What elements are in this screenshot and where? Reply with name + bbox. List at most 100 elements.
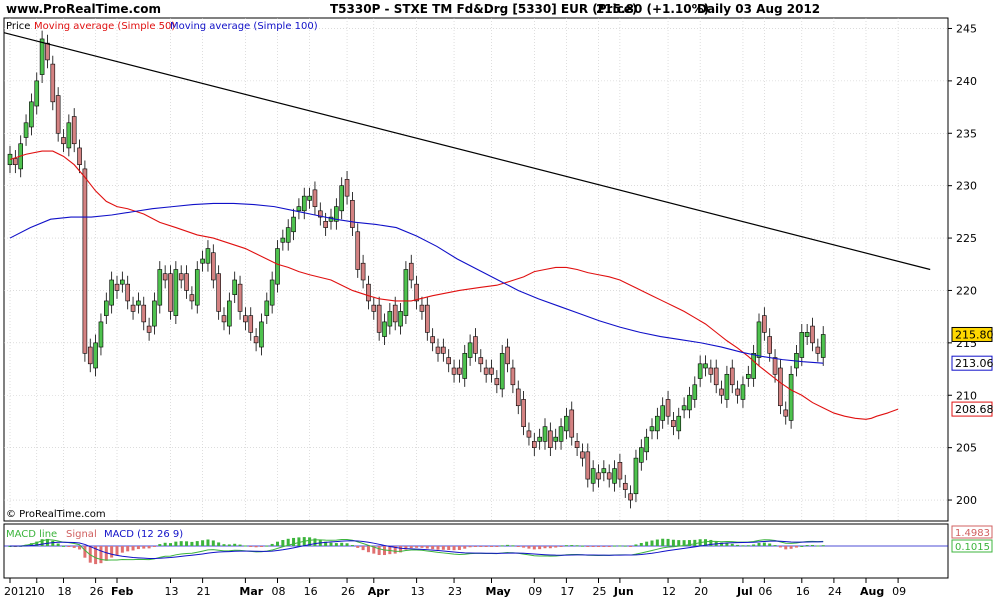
candle xyxy=(173,269,179,316)
macd-histogram-bar xyxy=(736,544,740,546)
chart-title: T5330P - STXE TM Fd&Drg [5330] EUR (Pric… xyxy=(330,2,637,16)
macd-histogram-bar xyxy=(655,539,659,546)
site-name[interactable]: www.ProRealTime.com xyxy=(6,2,161,16)
candle xyxy=(168,273,173,312)
macd-histogram-bar xyxy=(40,539,44,546)
macd-histogram-bar xyxy=(51,540,55,546)
macd-histogram-bar xyxy=(270,543,274,546)
macd-histogram-bar xyxy=(490,546,493,547)
candle xyxy=(810,325,815,344)
macd-histogram-bar xyxy=(211,540,215,546)
candle xyxy=(162,273,168,281)
macd-legend-title: MACD (12 26 9) xyxy=(104,529,183,540)
macd-histogram-bar xyxy=(511,545,515,547)
period-date: Daily 03 Aug 2012 xyxy=(697,2,820,16)
macd-histogram-bar xyxy=(72,546,76,548)
macd-histogram-bar xyxy=(463,546,467,549)
x-tick-label: 21 xyxy=(197,585,211,598)
macd-histogram-bar xyxy=(441,546,445,550)
macd-histogram-bar xyxy=(741,545,745,547)
x-tick-label: 18 xyxy=(58,585,72,598)
value-badge xyxy=(951,355,993,371)
candle xyxy=(259,321,264,348)
candle xyxy=(66,122,72,149)
macd-histogram-bar xyxy=(613,545,617,547)
macd-value-label: 1.4983 xyxy=(955,528,990,539)
candle xyxy=(719,388,724,396)
legend-ma50: Moving average (Simple 50) xyxy=(34,21,175,32)
macd-histogram-bar xyxy=(136,546,140,550)
candle xyxy=(136,300,141,306)
candle xyxy=(676,415,682,432)
macd-histogram-bar xyxy=(286,538,290,546)
candle xyxy=(392,304,398,323)
macd-histogram-bar xyxy=(195,541,199,546)
candle xyxy=(414,283,419,302)
value-badge xyxy=(951,401,993,417)
macd-histogram-bar xyxy=(345,543,349,546)
macd-histogram-bar xyxy=(725,542,729,546)
candle xyxy=(451,367,457,375)
macd-histogram-bar xyxy=(586,546,590,547)
x-tick-label: Feb xyxy=(111,585,134,598)
macd-histogram-bar xyxy=(281,540,285,546)
candle xyxy=(424,304,430,333)
macd-histogram-bar xyxy=(163,542,167,546)
ma100-line xyxy=(9,202,824,364)
candle xyxy=(39,38,45,75)
candle xyxy=(152,300,157,327)
candle xyxy=(98,321,104,348)
macd-histogram-bar xyxy=(720,542,724,546)
macd-histogram-bar xyxy=(762,542,766,546)
macd-histogram-bar xyxy=(484,546,488,547)
candle xyxy=(141,304,147,323)
macd-histogram-bar xyxy=(794,546,798,548)
moving-averages xyxy=(3,32,931,420)
candle xyxy=(564,415,569,432)
x-tick-label: Apr xyxy=(368,585,390,598)
macd-histogram-bar xyxy=(110,546,114,558)
macd-histogram-bar xyxy=(83,546,87,558)
candle xyxy=(291,216,296,233)
macd-histogram-bar xyxy=(94,546,98,565)
candle xyxy=(783,409,789,417)
candle xyxy=(403,269,409,316)
candle xyxy=(205,248,211,264)
y-tick-label: 200 xyxy=(956,494,977,507)
candle xyxy=(681,405,687,411)
candle xyxy=(280,237,286,243)
macd-histogram-bar xyxy=(431,546,435,550)
macd-histogram-bar xyxy=(570,545,574,547)
candle xyxy=(301,195,307,212)
macd-histogram-bar xyxy=(420,546,424,548)
candle xyxy=(312,189,318,207)
candle xyxy=(211,252,216,281)
macd-histogram-bar xyxy=(591,546,595,547)
candle xyxy=(574,441,580,448)
macd-histogram-bar xyxy=(404,546,408,550)
candle xyxy=(499,353,505,390)
macd-histogram-bar xyxy=(425,546,429,549)
candle xyxy=(23,122,29,138)
candle xyxy=(194,269,200,306)
candle xyxy=(77,147,82,166)
macd-histogram-bar xyxy=(543,546,547,549)
macd-histogram-bar xyxy=(436,546,440,550)
x-tick-label: Jul xyxy=(736,585,753,598)
candle xyxy=(264,300,270,316)
candle xyxy=(285,227,291,243)
value-badge-label: 215.80 xyxy=(955,328,994,341)
macd-series: 1.4983 0.1015 xyxy=(4,525,993,565)
macd-histogram-bar xyxy=(757,542,761,546)
macd-histogram-bar xyxy=(618,545,622,547)
candle xyxy=(628,493,633,501)
candle xyxy=(494,378,500,386)
macd-histogram-bar xyxy=(158,544,162,546)
candle xyxy=(622,482,628,490)
macd-histogram-bar xyxy=(495,546,499,547)
macd-histogram-bar xyxy=(506,544,510,546)
candle xyxy=(687,394,692,411)
macd-histogram-bar xyxy=(104,546,108,561)
macd-histogram-bar xyxy=(356,546,360,548)
legend-ma100: Moving average (Simple 100) xyxy=(170,21,318,32)
